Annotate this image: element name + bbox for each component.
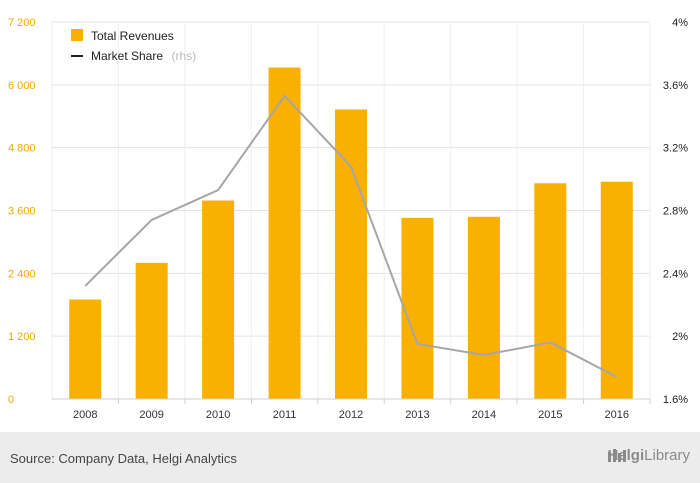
bar xyxy=(69,299,102,399)
chart-svg: 0 1.6% 1 200 2% 2 400 2.4% 3 600 2.8% 4 800 3.2% 6… xyxy=(8,17,688,421)
x-tick-label: 2008 xyxy=(73,409,97,421)
x-tick-label: 2016 xyxy=(605,409,629,421)
axes: 0 1.6% 1 200 2% 2 400 2.4% 3 600 2.8% 4 800 3.2% 6… xyxy=(8,17,688,421)
legend-line-text: Market Share (rhs) xyxy=(91,47,196,64)
line-series xyxy=(84,94,618,378)
x-tick-label: 2014 xyxy=(472,409,496,421)
y-left-tick-label: 0 xyxy=(8,394,14,406)
bar xyxy=(401,217,434,399)
x-tick-label: 2011 xyxy=(273,409,297,421)
legend-line-suffix: (rhs) xyxy=(171,49,196,63)
bar xyxy=(202,200,235,399)
y-left-tick-label: 6 000 xyxy=(8,80,36,92)
x-tick-label: 2009 xyxy=(139,409,163,421)
y-left-tick-label: 7 200 xyxy=(8,17,36,29)
x-tick-label: 2015 xyxy=(538,409,562,421)
y-right-tick-label: 1.6% xyxy=(663,394,688,406)
y-left-tick-label: 4 800 xyxy=(8,143,36,155)
gridlines xyxy=(51,21,651,399)
y-left-tick-label: 3 600 xyxy=(8,206,36,218)
footer: Source: Company Data, Helgi Analytics He… xyxy=(0,432,700,483)
library-logo-icon xyxy=(608,449,627,462)
bar-series xyxy=(69,67,633,399)
y-right-tick-label: 2.8% xyxy=(663,206,688,218)
y-right-tick-label: 3.6% xyxy=(663,80,688,92)
y-right-tick-label: 2.4% xyxy=(663,268,688,280)
helgi-library-logo: Helgi Library xyxy=(607,447,690,464)
bar xyxy=(600,181,633,399)
market-share-line xyxy=(84,94,618,378)
legend: Total Revenues Market Share (rhs) xyxy=(71,29,196,64)
x-tick-label: 2013 xyxy=(405,409,429,421)
logo-suffix: Library xyxy=(644,447,690,464)
y-right-tick-label: 4% xyxy=(672,17,688,29)
bar xyxy=(268,67,301,399)
source-text: Source: Company Data, Helgi Analytics xyxy=(10,451,237,466)
bar xyxy=(135,262,168,399)
bar xyxy=(467,216,500,399)
legend-bar-label: Total Revenues xyxy=(91,29,174,43)
legend-line-label: Market Share xyxy=(91,49,163,63)
y-right-tick-label: 2% xyxy=(672,331,688,343)
bar xyxy=(534,183,567,399)
bar xyxy=(335,109,367,399)
y-left-tick-label: 2 400 xyxy=(8,268,36,280)
legend-bar-swatch xyxy=(71,29,83,41)
y-right-tick-label: 3.2% xyxy=(663,143,688,155)
y-left-tick-label: 1 200 xyxy=(8,331,36,343)
x-tick-label: 2012 xyxy=(339,409,363,421)
x-tick-label: 2010 xyxy=(206,409,230,421)
